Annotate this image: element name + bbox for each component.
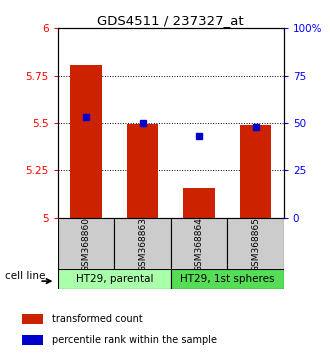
Text: GSM368860: GSM368860 — [82, 217, 90, 272]
Bar — [114, 218, 171, 271]
Text: percentile rank within the sample: percentile rank within the sample — [52, 335, 217, 345]
Bar — [58, 269, 171, 289]
Text: GSM368865: GSM368865 — [251, 217, 260, 272]
Bar — [127, 124, 158, 218]
Bar — [227, 218, 284, 271]
Bar — [71, 65, 102, 218]
Text: transformed count: transformed count — [52, 314, 143, 324]
Text: HT29, 1st spheres: HT29, 1st spheres — [180, 274, 275, 284]
Bar — [240, 125, 271, 218]
Text: cell line: cell line — [5, 271, 45, 281]
Bar — [183, 188, 214, 218]
Bar — [171, 269, 284, 289]
Bar — [171, 218, 227, 271]
Text: GSM368863: GSM368863 — [138, 217, 147, 272]
Title: GDS4511 / 237327_at: GDS4511 / 237327_at — [97, 14, 244, 27]
Bar — [22, 335, 43, 345]
Text: GSM368864: GSM368864 — [194, 217, 204, 272]
Bar — [22, 314, 43, 324]
Bar — [58, 218, 114, 271]
Text: HT29, parental: HT29, parental — [76, 274, 153, 284]
